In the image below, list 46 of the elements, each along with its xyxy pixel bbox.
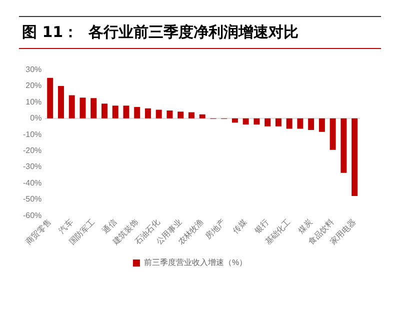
x-tick-label: 汽车: [57, 218, 75, 236]
y-tick-label: -60%: [22, 210, 42, 220]
bar: [178, 112, 184, 118]
bar: [166, 110, 173, 118]
bar: [264, 118, 271, 126]
bar: [90, 98, 97, 118]
bar: [123, 106, 130, 118]
y-tick-label: -20%: [22, 146, 42, 155]
bar: [232, 118, 238, 123]
bar: [254, 118, 260, 125]
bar: [308, 118, 314, 130]
bar: [47, 78, 54, 118]
x-tick-label: 商贸零售: [24, 218, 54, 247]
bar: [156, 110, 162, 118]
bar: [101, 104, 108, 118]
y-tick-label: 20%: [26, 81, 42, 90]
bar: [297, 118, 304, 129]
bar: [318, 118, 325, 132]
x-tick-label: 传媒: [231, 218, 249, 236]
bar: [340, 118, 347, 173]
bar: [286, 118, 292, 129]
bar: [330, 118, 336, 150]
bar: [112, 106, 118, 118]
y-tick-label: 10%: [26, 97, 42, 106]
bar: [199, 114, 206, 118]
bar: [144, 108, 151, 118]
bar: [275, 118, 282, 126]
y-tick-label: -30%: [22, 162, 42, 172]
bar: [134, 107, 140, 118]
bar: [58, 86, 64, 118]
legend-label: 前三季度营业收入增速（%）: [144, 258, 248, 268]
bar: [188, 112, 194, 118]
y-tick-label: -50%: [22, 194, 42, 204]
x-tick-label: 通信: [100, 218, 118, 236]
y-tick-label: -40%: [22, 178, 42, 188]
y-tick-label: -10%: [22, 130, 42, 139]
x-tick-label: 煤炭: [296, 218, 314, 236]
x-tick-label: 房地产: [204, 218, 228, 241]
bar: [68, 95, 75, 118]
chart-title: 图 11： 各行业前三季度净利润增速对比: [19, 16, 381, 49]
x-tick-label: 银行: [252, 218, 271, 236]
bar: [242, 118, 249, 125]
y-tick-label: 0%: [30, 114, 42, 123]
bar: [352, 118, 358, 196]
y-tick-label: 30%: [26, 65, 42, 74]
bar: [80, 98, 86, 118]
